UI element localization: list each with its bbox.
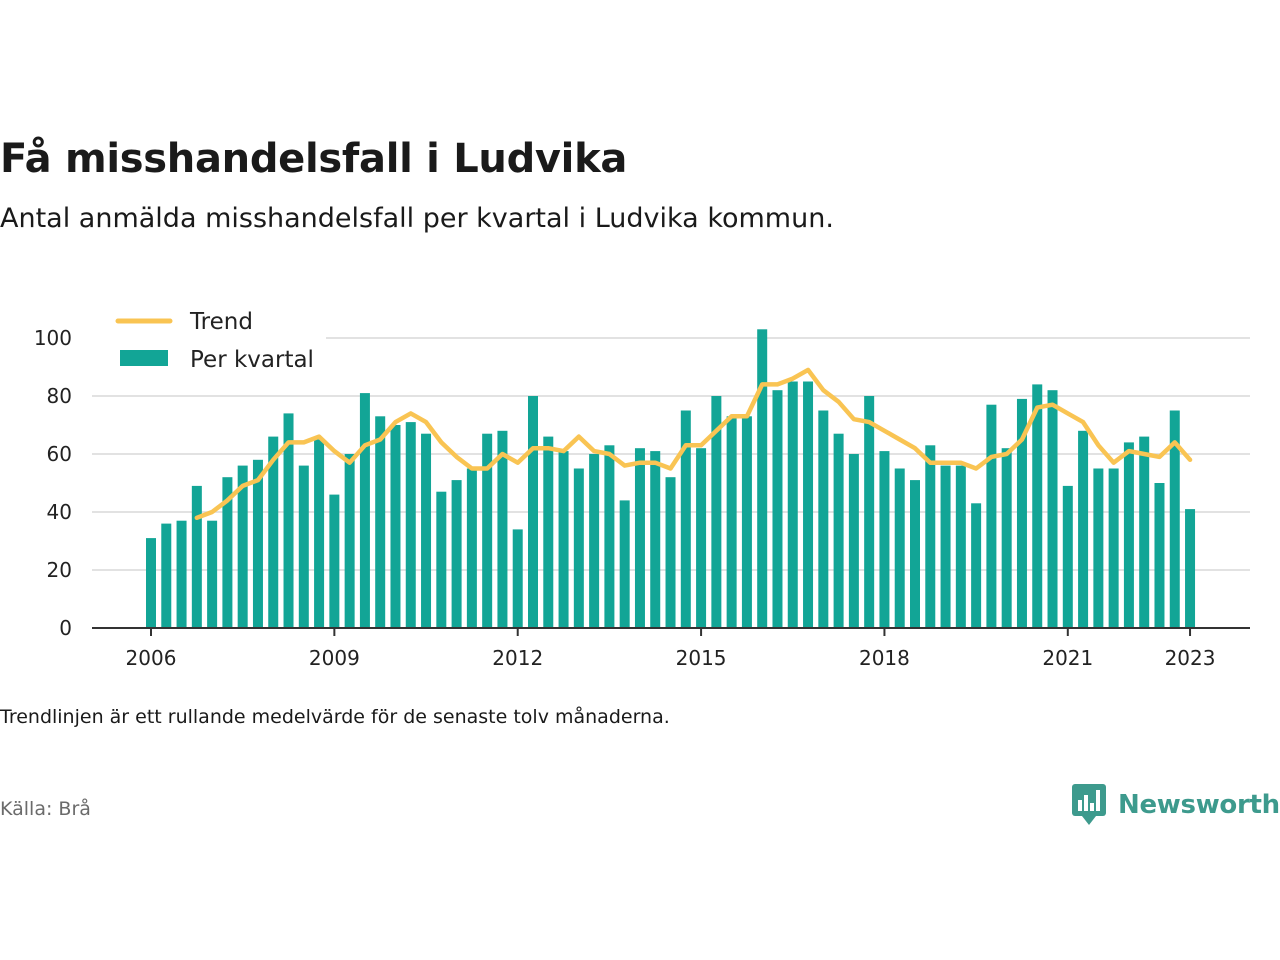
- bar: [696, 448, 707, 628]
- legend-bar-swatch: [120, 350, 168, 366]
- x-tick-label: 2021: [1042, 646, 1093, 670]
- chart-title: Få misshandelsfall i Ludvika: [0, 136, 628, 182]
- bar: [589, 454, 600, 628]
- bar: [711, 396, 722, 628]
- legend: Trend Per kvartal: [90, 304, 326, 384]
- source-credit: Källa: Brå: [0, 798, 91, 820]
- bar: [298, 465, 309, 628]
- bar: [1108, 468, 1119, 628]
- x-tick-label: 2015: [676, 646, 727, 670]
- brand-name: Newsworthy: [1118, 790, 1280, 820]
- bar: [910, 480, 920, 628]
- bar: [1169, 410, 1180, 628]
- y-tick-label: 40: [47, 500, 72, 524]
- bar: [375, 416, 386, 628]
- bar: [634, 448, 645, 628]
- bar: [176, 520, 187, 628]
- axes: 0 20 40 60 80 100 2006 2009 2012 2015 2018 2021 2023: [34, 326, 1250, 670]
- bar: [726, 416, 737, 628]
- bar: [818, 410, 829, 628]
- bar: [207, 520, 218, 628]
- bar: [894, 468, 905, 628]
- bar: [940, 465, 951, 628]
- bar: [329, 494, 340, 628]
- bar: [772, 390, 783, 628]
- bar: [971, 503, 982, 628]
- bar: [833, 433, 844, 628]
- bar: [191, 485, 202, 628]
- bar: [665, 477, 676, 628]
- bar: [986, 404, 997, 628]
- bar: [573, 468, 584, 628]
- bar: [757, 329, 768, 628]
- y-tick-label: 80: [47, 384, 72, 408]
- bar: [604, 445, 615, 628]
- bar: [482, 433, 493, 628]
- bar: [451, 480, 462, 628]
- line-series-trend: [194, 367, 1193, 521]
- bar: [344, 454, 355, 628]
- bar: [879, 451, 890, 628]
- trend-line: [194, 367, 1193, 521]
- bar: [252, 459, 263, 628]
- bar: [268, 436, 279, 628]
- bar: [1123, 442, 1134, 628]
- bar: [466, 468, 477, 628]
- bar: [390, 425, 401, 628]
- y-tick-label: 20: [47, 558, 72, 582]
- bar: [558, 451, 569, 628]
- bar: [421, 433, 432, 628]
- bar: [650, 451, 661, 628]
- bar: [1185, 509, 1196, 628]
- bar: [848, 454, 859, 628]
- bar: [161, 523, 172, 628]
- bar: [543, 436, 554, 628]
- bar: [1016, 398, 1027, 628]
- chart: 0 20 40 60 80 100 2006 2009 2012 2015 2018 2021 2023…: [34, 304, 1250, 670]
- brand-logo[interactable]: Newsworthy: [1072, 784, 1280, 826]
- y-tick-label: 100: [34, 326, 72, 350]
- bar-series-per-kvartal: [146, 329, 1196, 628]
- x-tick-label: 2023: [1165, 646, 1216, 670]
- bar: [619, 500, 630, 628]
- legend-background: [90, 304, 326, 384]
- bar: [512, 529, 523, 628]
- bar: [314, 439, 325, 628]
- legend-trend-label: Trend: [189, 309, 253, 335]
- y-tick-label: 0: [59, 616, 72, 640]
- bar: [1093, 468, 1104, 628]
- footnote: Trendlinjen är ett rullande medelvärde f…: [0, 706, 670, 728]
- bar: [359, 393, 370, 628]
- bar: [955, 465, 966, 628]
- bar: [283, 413, 294, 628]
- chart-subtitle: Antal anmälda misshandelsfall per kvarta…: [0, 203, 834, 234]
- x-tick-label: 2009: [309, 646, 360, 670]
- bar: [1032, 384, 1043, 628]
- bar: [528, 396, 538, 628]
- y-tick-label: 60: [47, 442, 72, 466]
- x-tick-label: 2006: [126, 646, 177, 670]
- bar: [787, 381, 798, 628]
- bar: [1062, 485, 1073, 628]
- bar: [680, 410, 691, 628]
- bar: [803, 381, 814, 628]
- legend-bar-label: Per kvartal: [190, 347, 314, 373]
- x-tick-label: 2012: [492, 646, 543, 670]
- bar: [1078, 430, 1089, 628]
- bar: [237, 465, 248, 628]
- bar: [1154, 483, 1165, 628]
- bar: [222, 477, 233, 628]
- bar: [1139, 436, 1150, 628]
- bar: [864, 396, 875, 628]
- bar: [741, 416, 752, 628]
- bar-chart-speech-bubble-icon: [1072, 784, 1106, 825]
- bar: [1001, 448, 1012, 628]
- bar: [146, 538, 156, 628]
- bar: [436, 491, 447, 628]
- bar: [925, 445, 936, 628]
- x-tick-label: 2018: [859, 646, 910, 670]
- bar: [497, 430, 508, 628]
- bar: [1047, 390, 1058, 628]
- bar: [405, 422, 416, 628]
